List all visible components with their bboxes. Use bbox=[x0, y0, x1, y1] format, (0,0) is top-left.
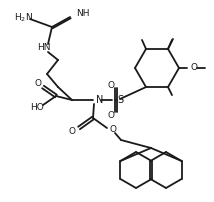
Text: S: S bbox=[117, 95, 123, 105]
Text: O: O bbox=[68, 126, 76, 136]
Text: HO: HO bbox=[30, 102, 44, 112]
Text: O: O bbox=[110, 125, 117, 135]
Text: O: O bbox=[107, 110, 114, 120]
Text: HN: HN bbox=[37, 43, 51, 53]
Text: H$_2$N: H$_2$N bbox=[14, 12, 33, 24]
Text: O: O bbox=[107, 81, 114, 89]
Text: O: O bbox=[34, 79, 42, 87]
Text: N: N bbox=[96, 95, 103, 105]
Text: NH: NH bbox=[76, 9, 89, 19]
Text: O: O bbox=[191, 63, 198, 73]
